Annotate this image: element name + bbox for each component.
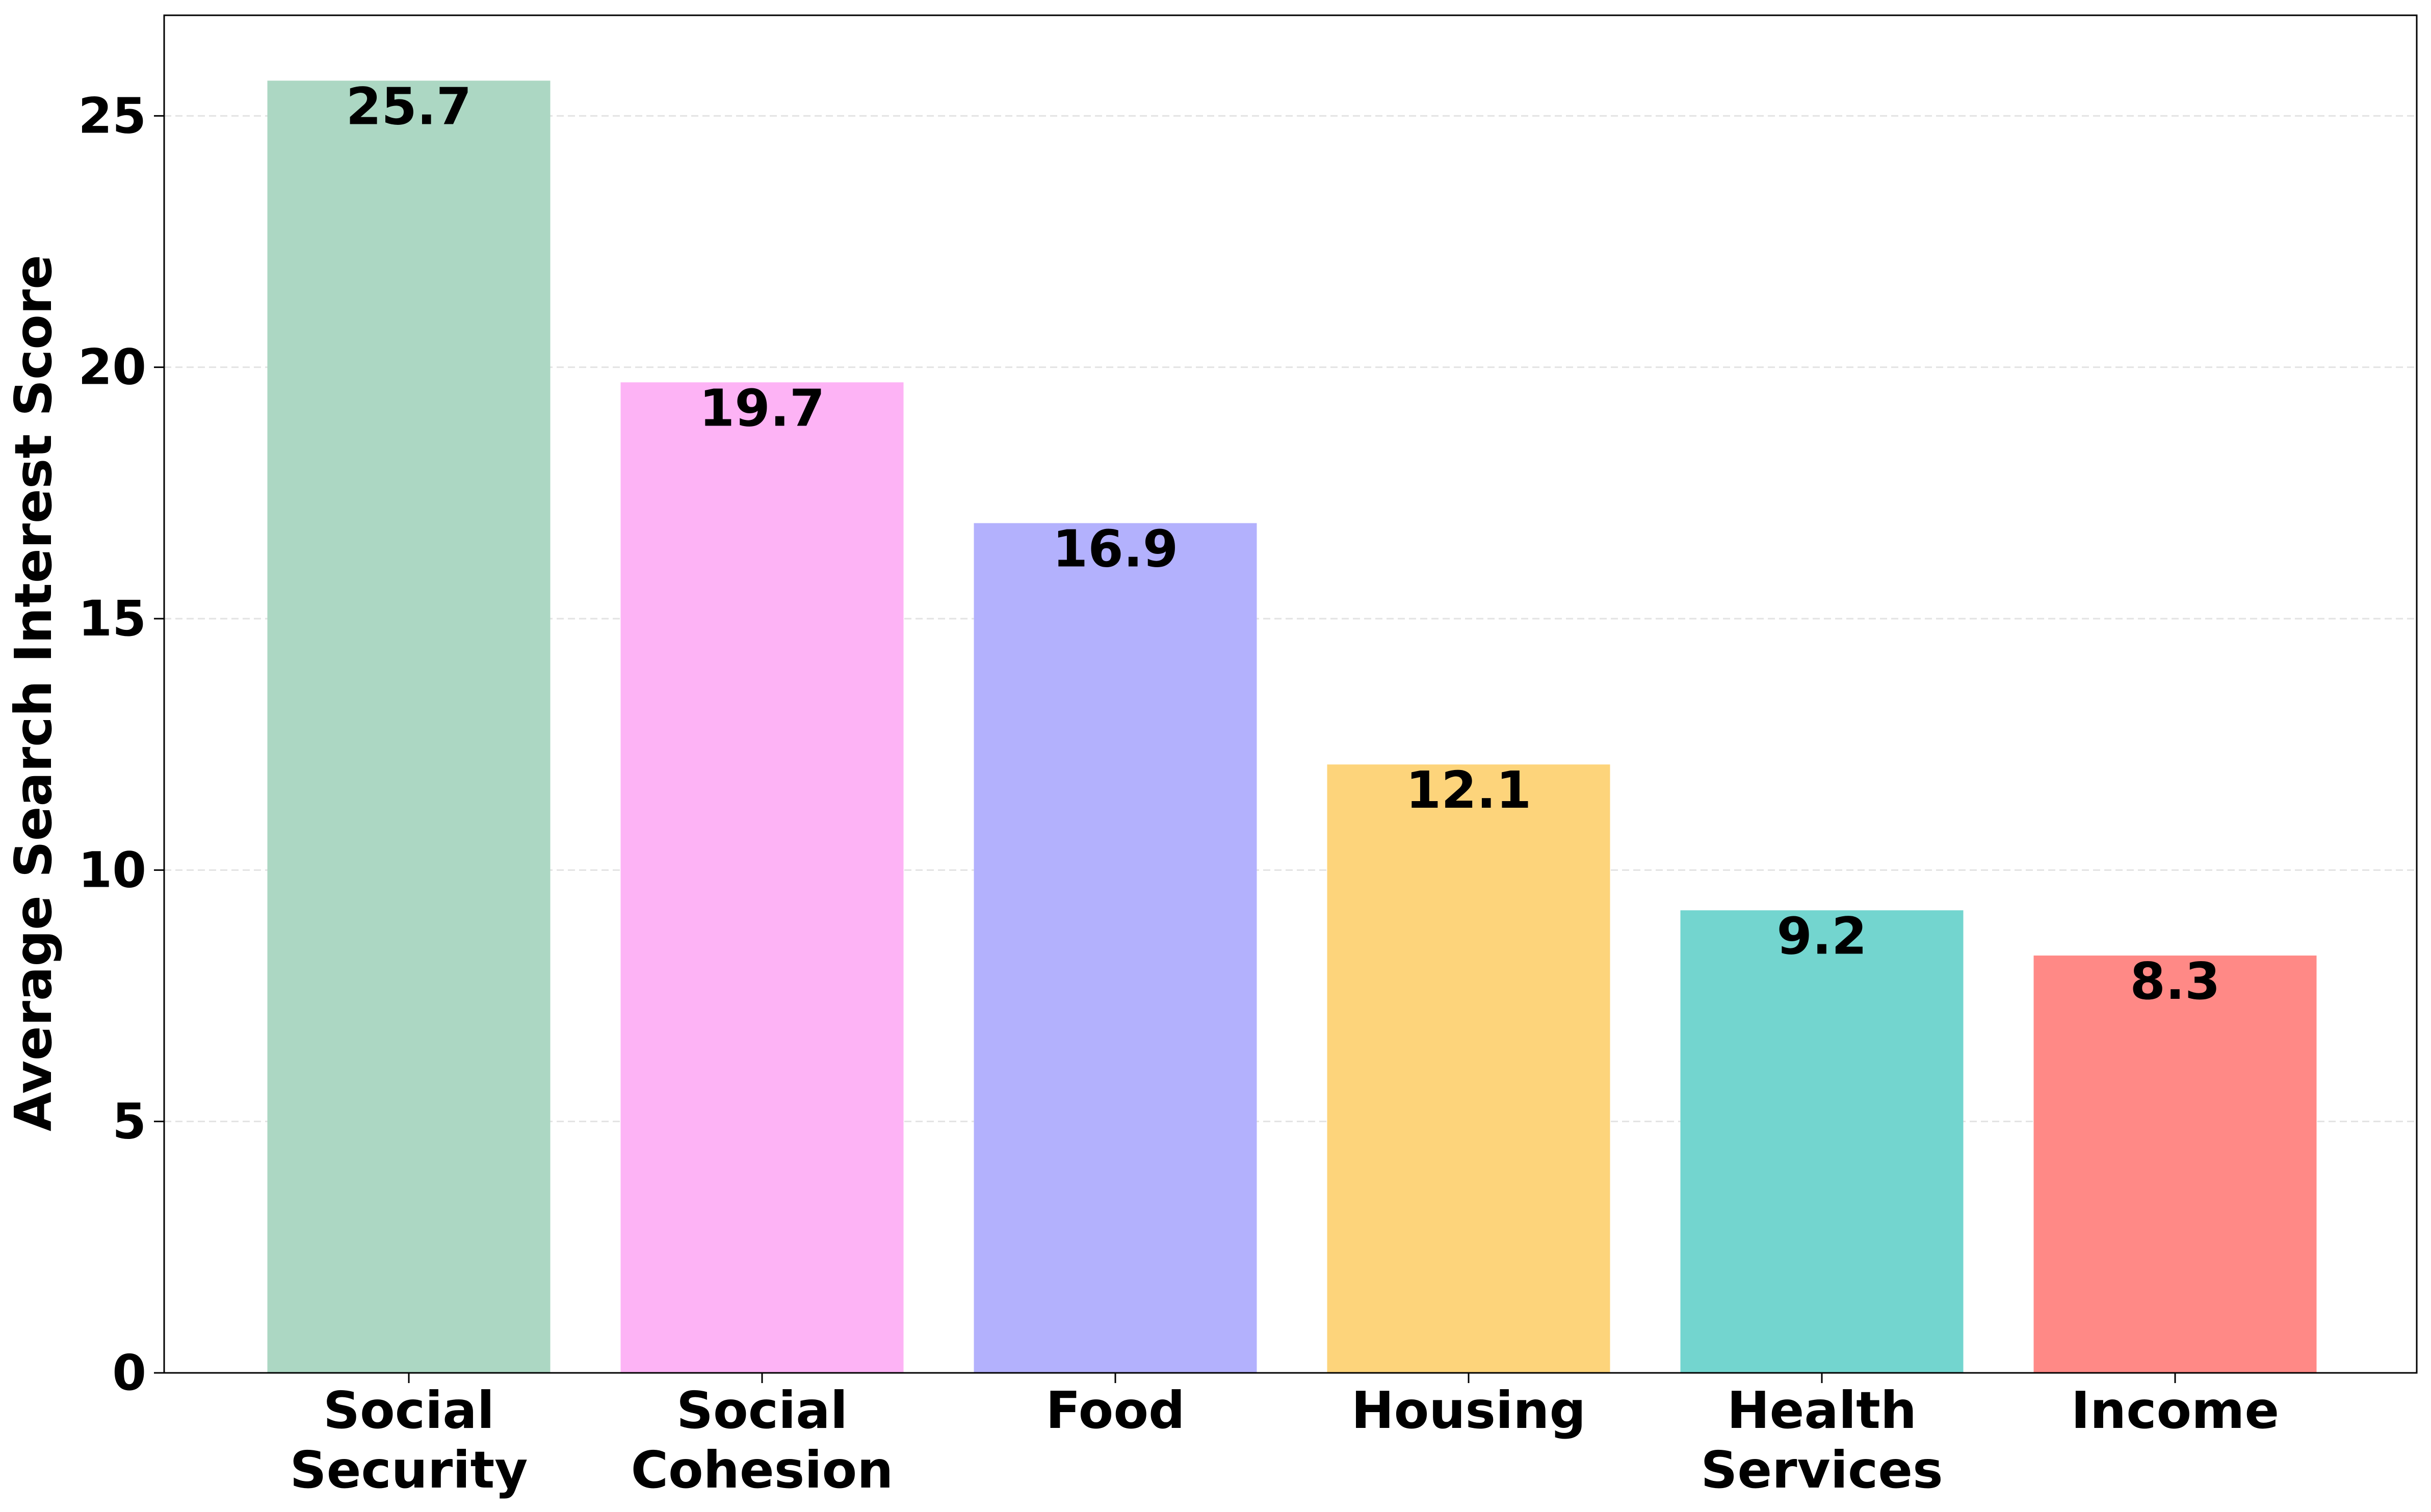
- y-tick-label: 25: [78, 87, 146, 144]
- plot-frame: [163, 14, 2418, 1374]
- y-axis-label: Average Search Interest Score: [4, 255, 63, 1131]
- bar-value-label: 9.2: [1776, 906, 1867, 966]
- bars: [267, 81, 2317, 1373]
- bar-value-label: 25.7: [346, 76, 472, 136]
- x-tick-label: Social Cohesion: [631, 1381, 894, 1500]
- x-tick-label: Health Services: [1701, 1381, 1943, 1500]
- bar: [1327, 764, 1610, 1373]
- x-axis: Social Security Social Cohesion Food Housing H…: [290, 1373, 2279, 1500]
- y-axis: 0 5 10 15 20 25: [78, 87, 164, 1401]
- x-tick-label: Food: [1045, 1381, 1185, 1440]
- y-tick-label: 5: [112, 1093, 146, 1150]
- bar: [974, 523, 1257, 1373]
- bar: [1680, 910, 1964, 1373]
- y-tick-label: 15: [78, 590, 146, 647]
- bar-value-label: 12.1: [1406, 760, 1532, 820]
- y-tick-label: 0: [112, 1344, 146, 1401]
- bar: [620, 382, 904, 1373]
- y-tick-label: 20: [78, 339, 146, 396]
- bar: [267, 81, 551, 1373]
- value-labels: 25.7 19.7 16.9 12.1 9.2 8.3: [346, 76, 2220, 1011]
- bar-value-label: 19.7: [699, 378, 825, 438]
- x-tick-label: Social Security: [290, 1381, 528, 1500]
- bar-value-label: 16.9: [1053, 519, 1179, 579]
- bar: [2033, 956, 2317, 1373]
- bar-value-label: 8.3: [2130, 951, 2220, 1011]
- x-tick-label: Housing: [1351, 1381, 1586, 1440]
- y-tick-label: 10: [78, 841, 146, 898]
- x-tick-label: Income: [2071, 1381, 2279, 1440]
